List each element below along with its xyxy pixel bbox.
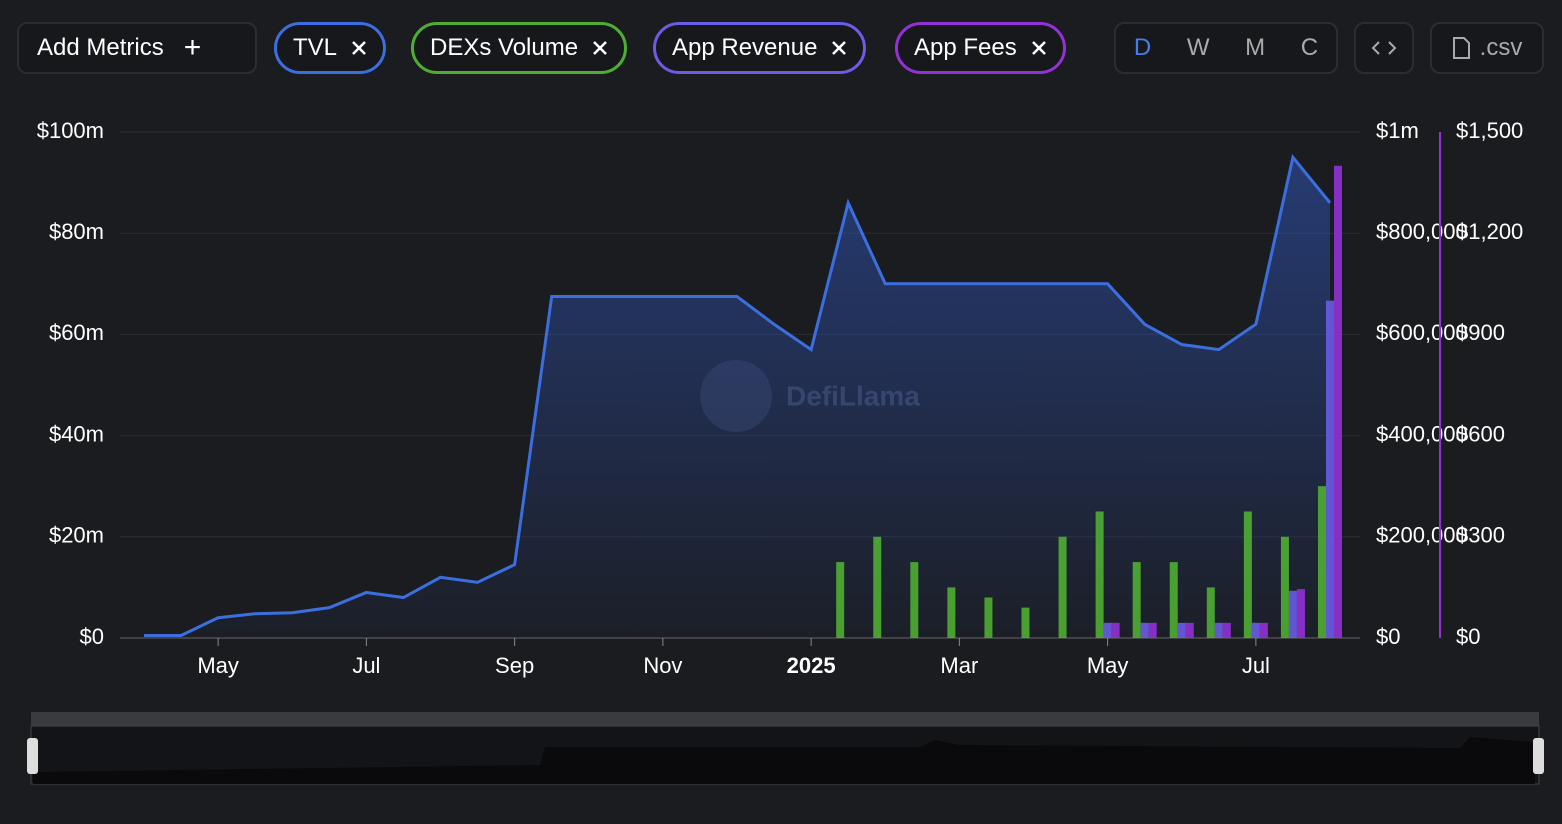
x-tick-label: Mar	[940, 653, 978, 678]
y3-tick-label: $0	[1456, 624, 1480, 649]
x-tick-label: 2025	[787, 653, 836, 678]
bar	[1095, 511, 1104, 638]
y3-tick-label: $1,200	[1456, 219, 1523, 244]
close-icon[interactable]	[1031, 40, 1047, 56]
add-metrics[interactable]: Add Metrics +	[17, 22, 257, 74]
y-tick-label: $40m	[49, 421, 104, 446]
bar	[1103, 622, 1112, 638]
metric-label: App Revenue	[672, 34, 818, 61]
close-icon[interactable]	[831, 40, 847, 56]
tvl-area	[144, 157, 1330, 639]
embed-button[interactable]	[1354, 22, 1414, 74]
y2-tick-label: $1m	[1376, 118, 1419, 143]
bar	[836, 562, 845, 638]
y3-tick-label: $600	[1456, 421, 1505, 446]
bar	[984, 597, 993, 638]
add-metrics-label: Add Metrics	[37, 34, 164, 61]
y3-tick-label: $900	[1456, 320, 1505, 345]
bar	[1169, 562, 1178, 638]
x-tick-label: Nov	[643, 653, 682, 678]
file-icon	[1452, 37, 1470, 59]
bar	[1058, 536, 1067, 638]
metric-pill[interactable]: TVL	[274, 22, 387, 74]
y-tick-label: $100m	[37, 118, 104, 143]
bar	[1259, 622, 1268, 638]
bar	[1334, 165, 1342, 638]
bar	[1132, 562, 1141, 638]
metric-pill[interactable]: App Revenue	[653, 22, 867, 74]
watermark: DefiLlama	[786, 380, 920, 411]
metric-label: App Fees	[914, 34, 1017, 61]
bar	[1140, 622, 1149, 638]
brush-area[interactable]	[30, 725, 1540, 785]
bar	[1222, 622, 1231, 638]
x-tick-label: May	[197, 653, 239, 678]
y2-tick-label: $400,000	[1376, 421, 1468, 446]
csv-button[interactable]: .csv	[1430, 22, 1544, 74]
y2-tick-label: $0	[1376, 624, 1400, 649]
y-tick-label: $0	[80, 624, 104, 649]
bar	[1148, 622, 1157, 638]
metric-pill[interactable]: App Fees	[895, 22, 1066, 74]
brush-left-handle[interactable]	[27, 738, 38, 774]
x-tick-label: Jul	[352, 653, 380, 678]
bar	[1296, 589, 1305, 638]
period[interactable]: D	[1133, 34, 1152, 61]
period[interactable]: W	[1186, 34, 1210, 61]
bar	[1251, 622, 1260, 638]
x-tick-label: May	[1087, 653, 1129, 678]
brush-right-handle[interactable]	[1533, 738, 1544, 774]
bar	[1021, 607, 1030, 638]
y-tick-label: $20m	[49, 523, 104, 548]
bar	[910, 562, 919, 638]
code-icon	[1371, 41, 1397, 55]
bar	[1288, 590, 1297, 638]
y2-tick-label: $800,000	[1376, 219, 1468, 244]
metric-pill[interactable]: DEXs Volume	[411, 22, 628, 74]
metric-label: DEXs Volume	[430, 34, 579, 61]
y2-tick-label: $600,000	[1376, 320, 1468, 345]
y-tick-label: $60m	[49, 320, 104, 345]
brush-handle-bar[interactable]	[31, 712, 1539, 726]
y3-tick-label: $1,500	[1456, 118, 1523, 143]
close-icon[interactable]	[351, 40, 367, 56]
bar	[1243, 511, 1252, 638]
brush-preview	[33, 737, 1535, 784]
y3-tick-label: $300	[1456, 523, 1505, 548]
close-icon[interactable]	[592, 40, 608, 56]
period[interactable]: C	[1300, 34, 1319, 61]
period[interactable]: M	[1245, 34, 1266, 61]
x-tick-label: Sep	[495, 653, 534, 678]
y2-tick-label: $200,000	[1376, 523, 1468, 548]
bar	[1326, 300, 1334, 638]
bar	[1280, 536, 1289, 638]
plus-icon: +	[183, 31, 202, 64]
bar	[873, 536, 882, 638]
bar	[1318, 486, 1326, 638]
line	[144, 153, 1332, 637]
metric-label: TVL	[293, 34, 338, 61]
bar	[1177, 622, 1186, 638]
bar	[947, 587, 956, 638]
bar	[1206, 587, 1215, 638]
y-tick-label: $80m	[49, 219, 104, 244]
bar	[1185, 622, 1194, 638]
bar	[1111, 622, 1120, 638]
csv-label: .csv	[1479, 34, 1523, 61]
x-tick-label: Jul	[1242, 653, 1270, 678]
watermark-logo	[700, 360, 772, 432]
bar	[1214, 622, 1223, 638]
